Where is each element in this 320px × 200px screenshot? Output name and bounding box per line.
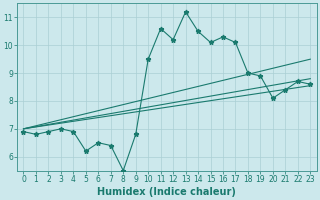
X-axis label: Humidex (Indice chaleur): Humidex (Indice chaleur) xyxy=(98,187,236,197)
